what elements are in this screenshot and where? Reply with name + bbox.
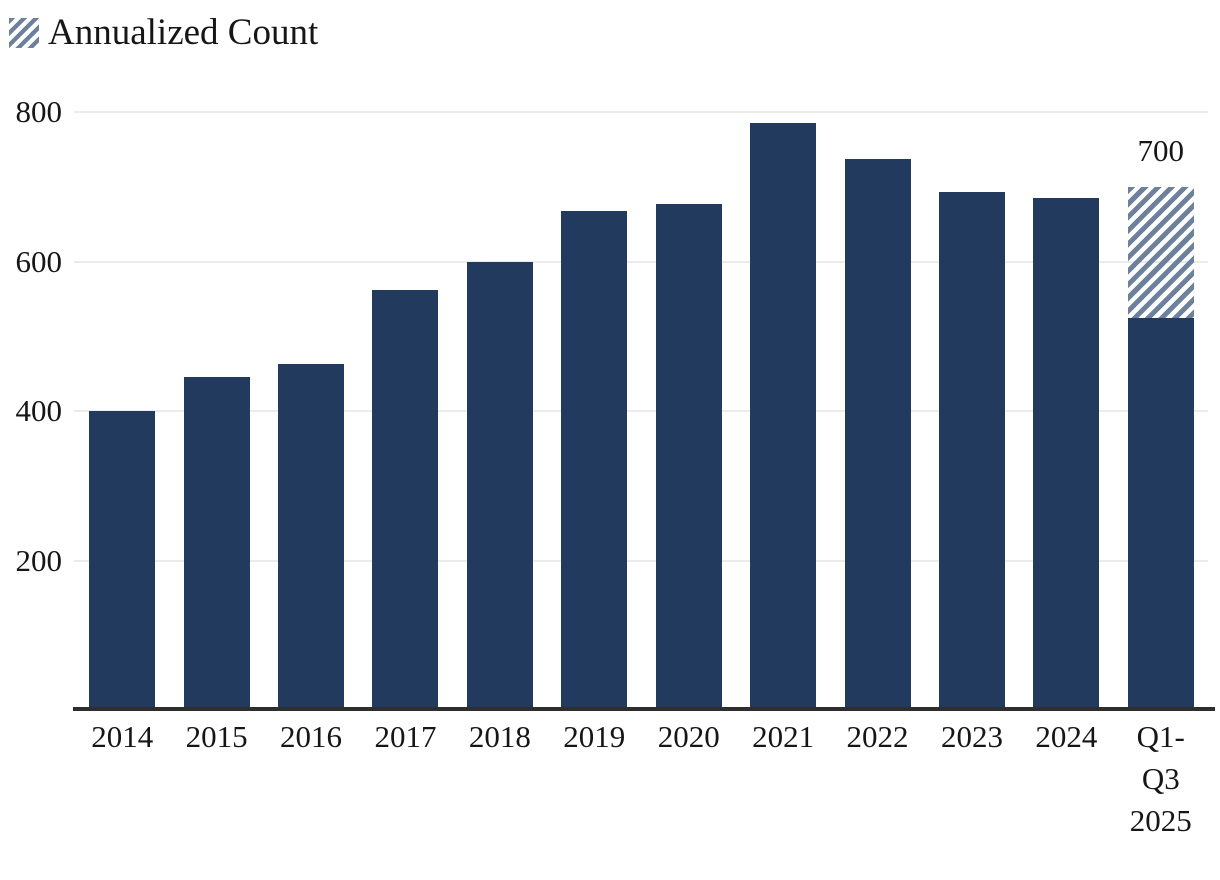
x-axis-label-q1-q3-2025: Q1-Q3 2025 [1129, 719, 1192, 838]
x-axis-label-2016: 2016 [280, 719, 343, 754]
bar-2022 [844, 159, 911, 710]
y-axis-tick-200: 200 [15, 542, 63, 578]
annualized-value-label: 700 [1137, 132, 1185, 168]
hatched-swatch-icon [9, 18, 39, 48]
bar-2015 [183, 376, 250, 710]
x-axis-label-2024: 2024 [1035, 719, 1098, 754]
chart-legend: Annualized Count [9, 13, 318, 53]
x-axis-label-2022: 2022 [846, 719, 909, 754]
legend-label: Annualized Count [48, 12, 319, 53]
bar-2019 [561, 210, 628, 710]
bar-2020 [655, 203, 722, 710]
gridline-200 [74, 559, 1208, 562]
x-axis-label-2021: 2021 [752, 719, 815, 754]
x-axis-label-2018: 2018 [468, 719, 531, 754]
gridline-800 [74, 111, 1208, 113]
x-axis-label-2017: 2017 [374, 719, 437, 754]
y-axis-tick-600: 600 [15, 243, 63, 279]
y-axis-tick-400: 400 [15, 393, 63, 428]
x-axis-label-2020: 2020 [657, 719, 720, 754]
x-axis-label-2019: 2019 [563, 719, 626, 754]
x-axis-label-2014: 2014 [91, 719, 154, 754]
bar-q1-q3-2025 [1127, 317, 1194, 710]
bar-2016 [278, 363, 345, 710]
bar-2021 [750, 123, 817, 710]
bar-q1-q3-2025-annualized-hatch [1127, 186, 1194, 318]
gridline-600 [74, 260, 1208, 263]
y-axis-tick-800: 800 [15, 94, 63, 129]
bar-2014 [89, 411, 156, 710]
bar-2018 [466, 261, 533, 710]
x-axis-label-2015: 2015 [185, 719, 248, 754]
bar-2017 [372, 289, 439, 710]
x-axis-line [73, 707, 1215, 711]
gridline-400 [74, 410, 1208, 412]
bar-2023 [938, 191, 1005, 710]
x-axis-label-2023: 2023 [940, 719, 1003, 754]
bar-2024 [1033, 197, 1100, 710]
